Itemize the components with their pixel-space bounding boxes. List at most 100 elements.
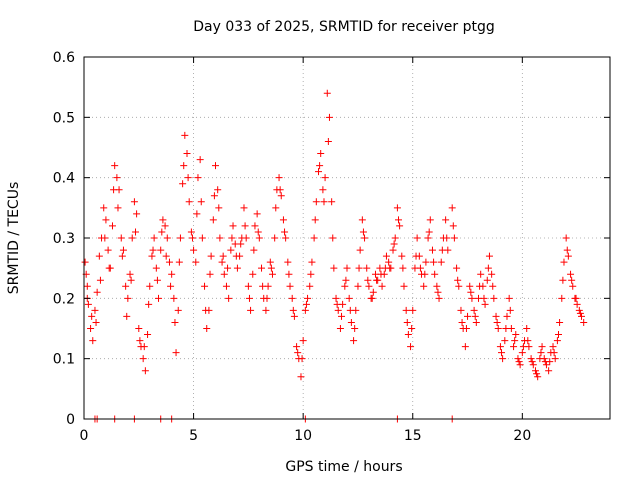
data-point — [275, 174, 283, 182]
data-point — [503, 312, 511, 320]
data-point — [254, 228, 262, 236]
data-point — [523, 325, 531, 332]
data-point — [443, 234, 451, 242]
data-point — [549, 343, 557, 351]
data-point — [492, 312, 500, 320]
data-point — [529, 361, 537, 369]
data-point — [514, 355, 522, 363]
data-point — [398, 252, 406, 260]
data-point — [462, 325, 470, 332]
data-point — [188, 234, 196, 242]
data-point — [192, 258, 200, 266]
data-point — [306, 282, 314, 290]
data-point — [412, 252, 420, 260]
data-point — [92, 318, 100, 326]
data-point — [89, 337, 97, 345]
data-point — [128, 234, 136, 242]
data-point — [321, 174, 329, 182]
data-point — [420, 282, 428, 290]
data-point — [485, 252, 493, 260]
data-point — [461, 343, 469, 351]
data-point — [282, 234, 290, 242]
data-point — [511, 337, 519, 345]
data-point — [564, 252, 572, 260]
data-point — [356, 246, 364, 254]
data-point — [484, 264, 492, 272]
data-point — [316, 162, 324, 170]
data-point — [102, 216, 110, 224]
data-point — [413, 234, 421, 242]
data-point — [519, 343, 527, 351]
data-point — [245, 294, 253, 302]
data-point — [385, 258, 393, 266]
data-point — [83, 282, 91, 290]
data-point — [210, 192, 218, 200]
y-tick-label: 0.2 — [53, 291, 75, 307]
data-point — [268, 270, 276, 278]
data-point — [431, 270, 439, 278]
data-point — [279, 216, 287, 224]
data-point — [162, 252, 170, 260]
data-point — [550, 349, 558, 357]
data-point — [267, 264, 275, 272]
data-point — [81, 258, 89, 266]
data-point — [294, 349, 302, 357]
data-point — [118, 252, 126, 260]
axis-ticks: 0 0.1 0.2 0.3 0.4 0.5 0.6 0 5 10 15 20 — [53, 50, 610, 444]
data-point — [124, 294, 132, 302]
data-point — [207, 252, 215, 260]
data-point — [358, 216, 366, 224]
chart-title: Day 033 of 2025, SRMTID for receiver ptg… — [193, 19, 495, 35]
data-point — [88, 312, 96, 320]
data-point — [437, 258, 445, 266]
data-point — [302, 300, 310, 308]
data-point — [430, 258, 438, 266]
data-point — [167, 282, 175, 290]
data-point — [493, 318, 501, 326]
data-point — [297, 373, 305, 381]
data-point — [382, 252, 390, 260]
data-point — [377, 270, 385, 278]
data-point — [224, 264, 232, 272]
data-point — [572, 294, 580, 302]
data-point — [140, 343, 148, 351]
data-point — [319, 186, 327, 194]
data-point — [96, 276, 104, 284]
data-point — [325, 113, 333, 121]
data-point — [558, 294, 566, 302]
data-point — [288, 294, 296, 302]
data-point — [100, 204, 108, 212]
data-point — [455, 282, 463, 290]
data-point — [333, 300, 341, 308]
data-point — [119, 246, 127, 254]
data-point — [404, 331, 412, 339]
data-point — [568, 276, 576, 284]
data-point — [165, 258, 173, 266]
data-point — [209, 216, 217, 224]
data-point — [150, 234, 158, 242]
data-point — [117, 234, 125, 242]
data-point — [312, 198, 320, 206]
data-point — [301, 306, 309, 314]
data-point — [540, 355, 548, 363]
data-point — [218, 258, 226, 266]
data-point — [449, 222, 457, 230]
data-point — [373, 276, 381, 284]
data-point — [262, 306, 270, 314]
data-point — [393, 204, 401, 212]
data-point — [341, 282, 349, 290]
data-point — [494, 325, 502, 332]
data-point — [285, 270, 293, 278]
data-point — [329, 234, 337, 242]
data-point — [527, 355, 535, 363]
data-point — [368, 294, 376, 302]
data-point — [214, 186, 222, 194]
data-point — [158, 228, 166, 236]
data-point — [334, 306, 342, 314]
data-point — [91, 306, 99, 314]
data-point — [528, 358, 536, 366]
data-point — [135, 325, 143, 332]
data-point — [354, 282, 362, 290]
data-point — [277, 192, 285, 200]
